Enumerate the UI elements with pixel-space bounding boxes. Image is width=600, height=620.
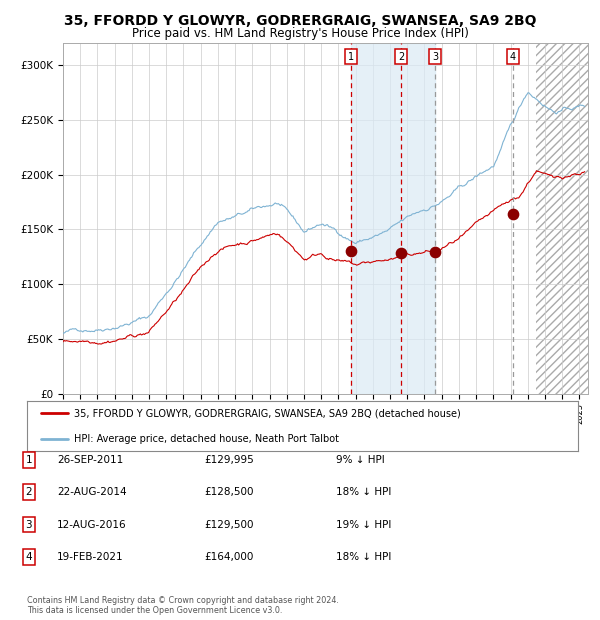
- Text: £128,500: £128,500: [204, 487, 254, 497]
- Text: 35, FFORDD Y GLOWYR, GODRERGRAIG, SWANSEA, SA9 2BQ: 35, FFORDD Y GLOWYR, GODRERGRAIG, SWANSE…: [64, 14, 536, 28]
- Bar: [536, 43, 588, 394]
- Text: HPI: Average price, detached house, Neath Port Talbot: HPI: Average price, detached house, Neat…: [74, 433, 339, 444]
- Text: Price paid vs. HM Land Registry's House Price Index (HPI): Price paid vs. HM Land Registry's House …: [131, 27, 469, 40]
- Text: 4: 4: [510, 51, 516, 62]
- Bar: [351, 43, 435, 394]
- Text: 4: 4: [25, 552, 32, 562]
- Text: Contains HM Land Registry data © Crown copyright and database right 2024.
This d: Contains HM Land Registry data © Crown c…: [27, 596, 339, 615]
- Text: 3: 3: [25, 520, 32, 529]
- Text: 35, FFORDD Y GLOWYR, GODRERGRAIG, SWANSEA, SA9 2BQ (detached house): 35, FFORDD Y GLOWYR, GODRERGRAIG, SWANSE…: [74, 408, 461, 419]
- Text: 1: 1: [348, 51, 354, 62]
- Text: 2: 2: [398, 51, 404, 62]
- Point: [346, 246, 356, 256]
- Text: 22-AUG-2014: 22-AUG-2014: [57, 487, 127, 497]
- Text: £129,500: £129,500: [204, 520, 254, 529]
- Text: 26-SEP-2011: 26-SEP-2011: [57, 455, 123, 465]
- Text: 9% ↓ HPI: 9% ↓ HPI: [336, 455, 385, 465]
- Text: 19-FEB-2021: 19-FEB-2021: [57, 552, 124, 562]
- Point: [396, 248, 406, 258]
- Text: 19% ↓ HPI: 19% ↓ HPI: [336, 520, 391, 529]
- Text: 12-AUG-2016: 12-AUG-2016: [57, 520, 127, 529]
- Text: £129,995: £129,995: [204, 455, 254, 465]
- Text: 18% ↓ HPI: 18% ↓ HPI: [336, 487, 391, 497]
- Text: 2: 2: [25, 487, 32, 497]
- Point: [430, 247, 440, 257]
- Text: 1: 1: [25, 455, 32, 465]
- Text: £164,000: £164,000: [204, 552, 253, 562]
- Text: 3: 3: [432, 51, 438, 62]
- Text: 18% ↓ HPI: 18% ↓ HPI: [336, 552, 391, 562]
- Point: [508, 209, 518, 219]
